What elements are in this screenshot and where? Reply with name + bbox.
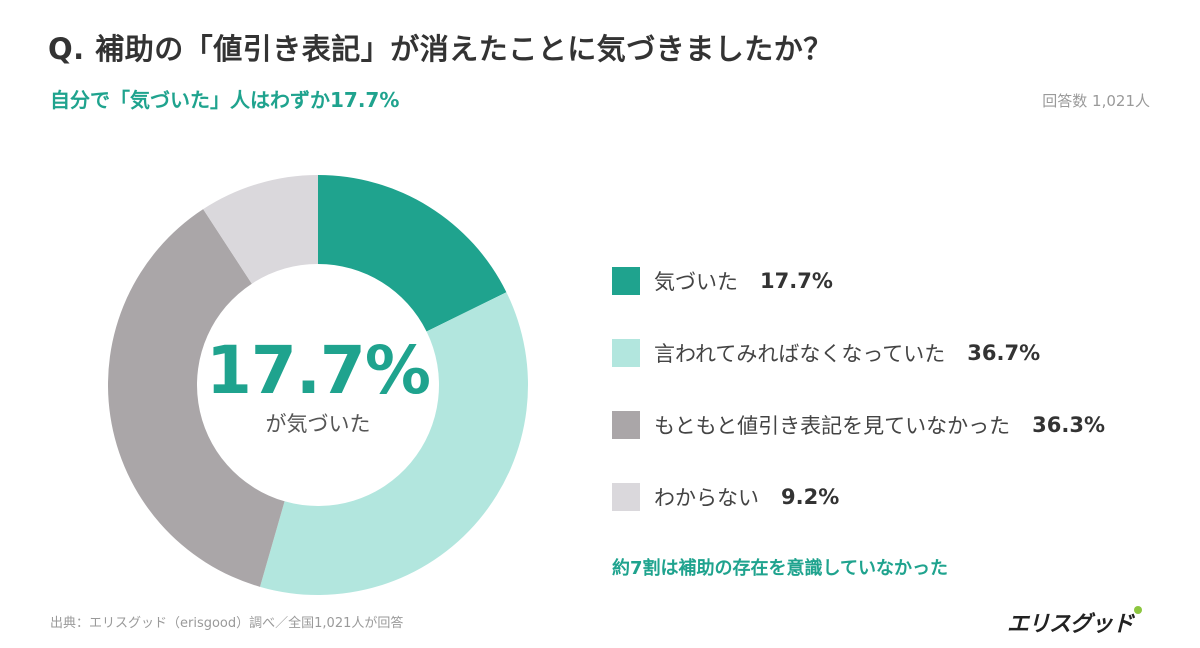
legend-swatch [612, 339, 640, 367]
legend-label: 言われてみればなくなっていた [654, 342, 946, 366]
legend-value: 36.3% [1032, 413, 1106, 437]
legend-item: 言われてみればなくなっていた 36.7% [612, 336, 1105, 370]
donut-slice [107, 209, 285, 587]
logo-accent-icon [1134, 606, 1142, 614]
chart-title: Q. 補助の「値引き表記」が消えたことに気づきましたか？ [48, 32, 833, 66]
legend-swatch [612, 483, 640, 511]
legend-label: わからない [654, 486, 759, 510]
donut-slice [203, 175, 318, 284]
donut-slice [318, 175, 507, 332]
brand-logo-text: エリスグッド [1006, 612, 1134, 637]
chart-subtitle: 自分で「気づいた」人はわずか17.7% [50, 88, 400, 112]
brand-logo: エリスグッド [1007, 606, 1142, 638]
legend-item: 気づいた 17.7% [612, 264, 1105, 298]
legend: 気づいた 17.7% 言われてみればなくなっていた 36.7% もともと値引き表… [612, 264, 1105, 552]
donut-chart [107, 175, 528, 595]
source-credit: 出典：エリスグッド（erisgood）調べ／全国1,021人が回答 [50, 616, 404, 631]
legend-swatch [612, 267, 640, 295]
donut-slice [259, 292, 528, 595]
legend-label: 気づいた [654, 270, 738, 294]
summary-note: 約7割は補助の存在を意識していなかった [612, 558, 948, 579]
legend-item: わからない 9.2% [612, 480, 1105, 514]
legend-value: 36.7% [967, 341, 1041, 365]
legend-value: 9.2% [781, 485, 840, 509]
legend-item: もともと値引き表記を見ていなかった 36.3% [612, 408, 1105, 442]
legend-label: もともと値引き表記を見ていなかった [654, 414, 1011, 438]
legend-value: 17.7% [760, 269, 833, 293]
respondent-count: 回答数 1,021人 [1042, 92, 1150, 110]
center-label: が気づいた [265, 412, 371, 436]
legend-swatch [612, 411, 640, 439]
center-value: 17.7% [206, 332, 431, 409]
